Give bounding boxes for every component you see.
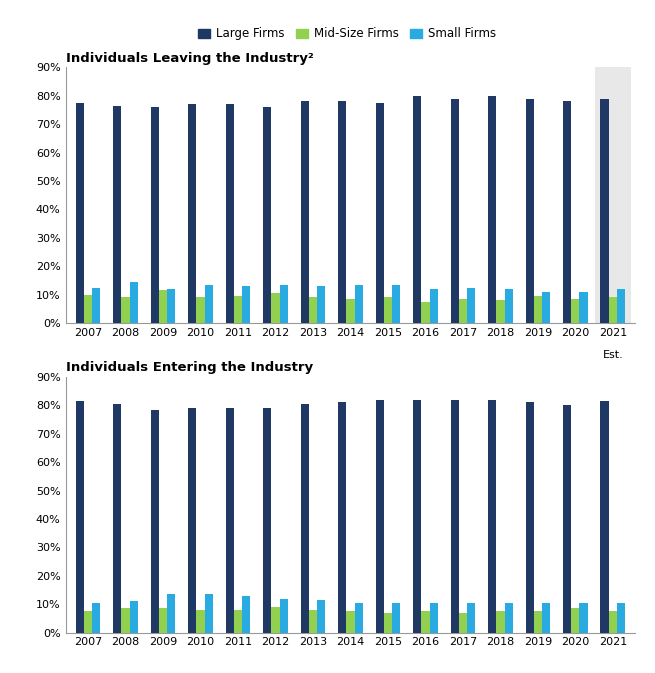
Bar — [467, 603, 476, 633]
Bar — [525, 402, 534, 633]
Bar — [280, 598, 288, 633]
Bar — [563, 405, 571, 633]
Bar — [196, 297, 204, 323]
Bar — [392, 285, 400, 323]
Bar — [571, 608, 580, 633]
Bar — [121, 297, 130, 323]
Bar — [392, 603, 400, 633]
Bar — [571, 299, 580, 323]
Bar — [196, 610, 204, 633]
Bar — [234, 296, 242, 323]
Bar — [159, 608, 167, 633]
Bar — [271, 607, 280, 633]
Bar — [580, 292, 588, 323]
Text: Individuals Entering the Industry: Individuals Entering the Industry — [66, 361, 312, 374]
Bar — [617, 289, 626, 323]
Bar — [263, 408, 271, 633]
Bar — [338, 102, 346, 323]
Bar — [467, 287, 476, 323]
Bar — [188, 408, 196, 633]
Bar — [384, 612, 392, 633]
Bar — [542, 603, 550, 633]
Bar — [309, 297, 317, 323]
Bar — [496, 300, 504, 323]
Bar — [384, 297, 392, 323]
Bar — [534, 611, 542, 633]
Bar — [413, 400, 421, 633]
Bar — [159, 290, 167, 323]
Bar — [317, 600, 326, 633]
Bar — [430, 289, 438, 323]
Bar — [346, 611, 354, 633]
Bar — [263, 107, 271, 323]
Bar — [225, 408, 234, 633]
Bar — [488, 96, 496, 323]
Bar — [563, 102, 571, 323]
Bar — [496, 611, 504, 633]
Bar — [204, 285, 213, 323]
Bar — [458, 612, 467, 633]
Legend: Large Firms, Mid-Size Firms, Small Firms: Large Firms, Mid-Size Firms, Small Firms — [193, 23, 501, 45]
Bar — [421, 611, 430, 633]
Bar — [92, 603, 100, 633]
Bar — [608, 611, 617, 633]
Bar — [525, 98, 534, 323]
Bar — [580, 603, 588, 633]
Bar — [113, 106, 121, 323]
Bar — [113, 404, 121, 633]
Bar — [92, 287, 100, 323]
Bar — [421, 302, 430, 323]
Bar — [375, 400, 384, 633]
Bar — [458, 299, 467, 323]
Bar — [130, 602, 138, 633]
Bar — [346, 299, 354, 323]
Bar — [84, 611, 92, 633]
Bar — [534, 296, 542, 323]
Bar — [121, 608, 130, 633]
Bar — [167, 594, 176, 633]
Bar — [601, 401, 608, 633]
Bar — [617, 603, 626, 633]
Bar — [301, 404, 309, 633]
Bar — [338, 402, 346, 633]
Bar — [504, 603, 513, 633]
Bar — [242, 596, 250, 633]
Bar — [451, 98, 458, 323]
Bar — [204, 594, 213, 633]
Bar — [504, 289, 513, 323]
Bar — [309, 610, 317, 633]
Bar — [151, 107, 159, 323]
Bar — [451, 400, 458, 633]
Bar — [188, 104, 196, 323]
Bar — [167, 289, 176, 323]
Bar — [430, 603, 438, 633]
Bar — [488, 400, 496, 633]
Bar — [608, 297, 617, 323]
Bar — [301, 102, 309, 323]
Bar — [375, 103, 384, 323]
Bar — [271, 293, 280, 323]
Bar — [595, 67, 631, 323]
Bar — [225, 104, 234, 323]
Bar — [75, 401, 84, 633]
Bar — [413, 96, 421, 323]
Bar — [601, 98, 608, 323]
Bar — [354, 603, 363, 633]
Bar — [242, 286, 250, 323]
Text: Est.: Est. — [603, 350, 623, 360]
Bar — [234, 610, 242, 633]
Bar — [130, 282, 138, 323]
Bar — [542, 292, 550, 323]
Bar — [84, 295, 92, 323]
Bar — [75, 103, 84, 323]
Bar — [317, 286, 326, 323]
Bar — [280, 285, 288, 323]
Text: Individuals Leaving the Industry²: Individuals Leaving the Industry² — [66, 52, 313, 65]
Bar — [151, 410, 159, 633]
Bar — [354, 285, 363, 323]
